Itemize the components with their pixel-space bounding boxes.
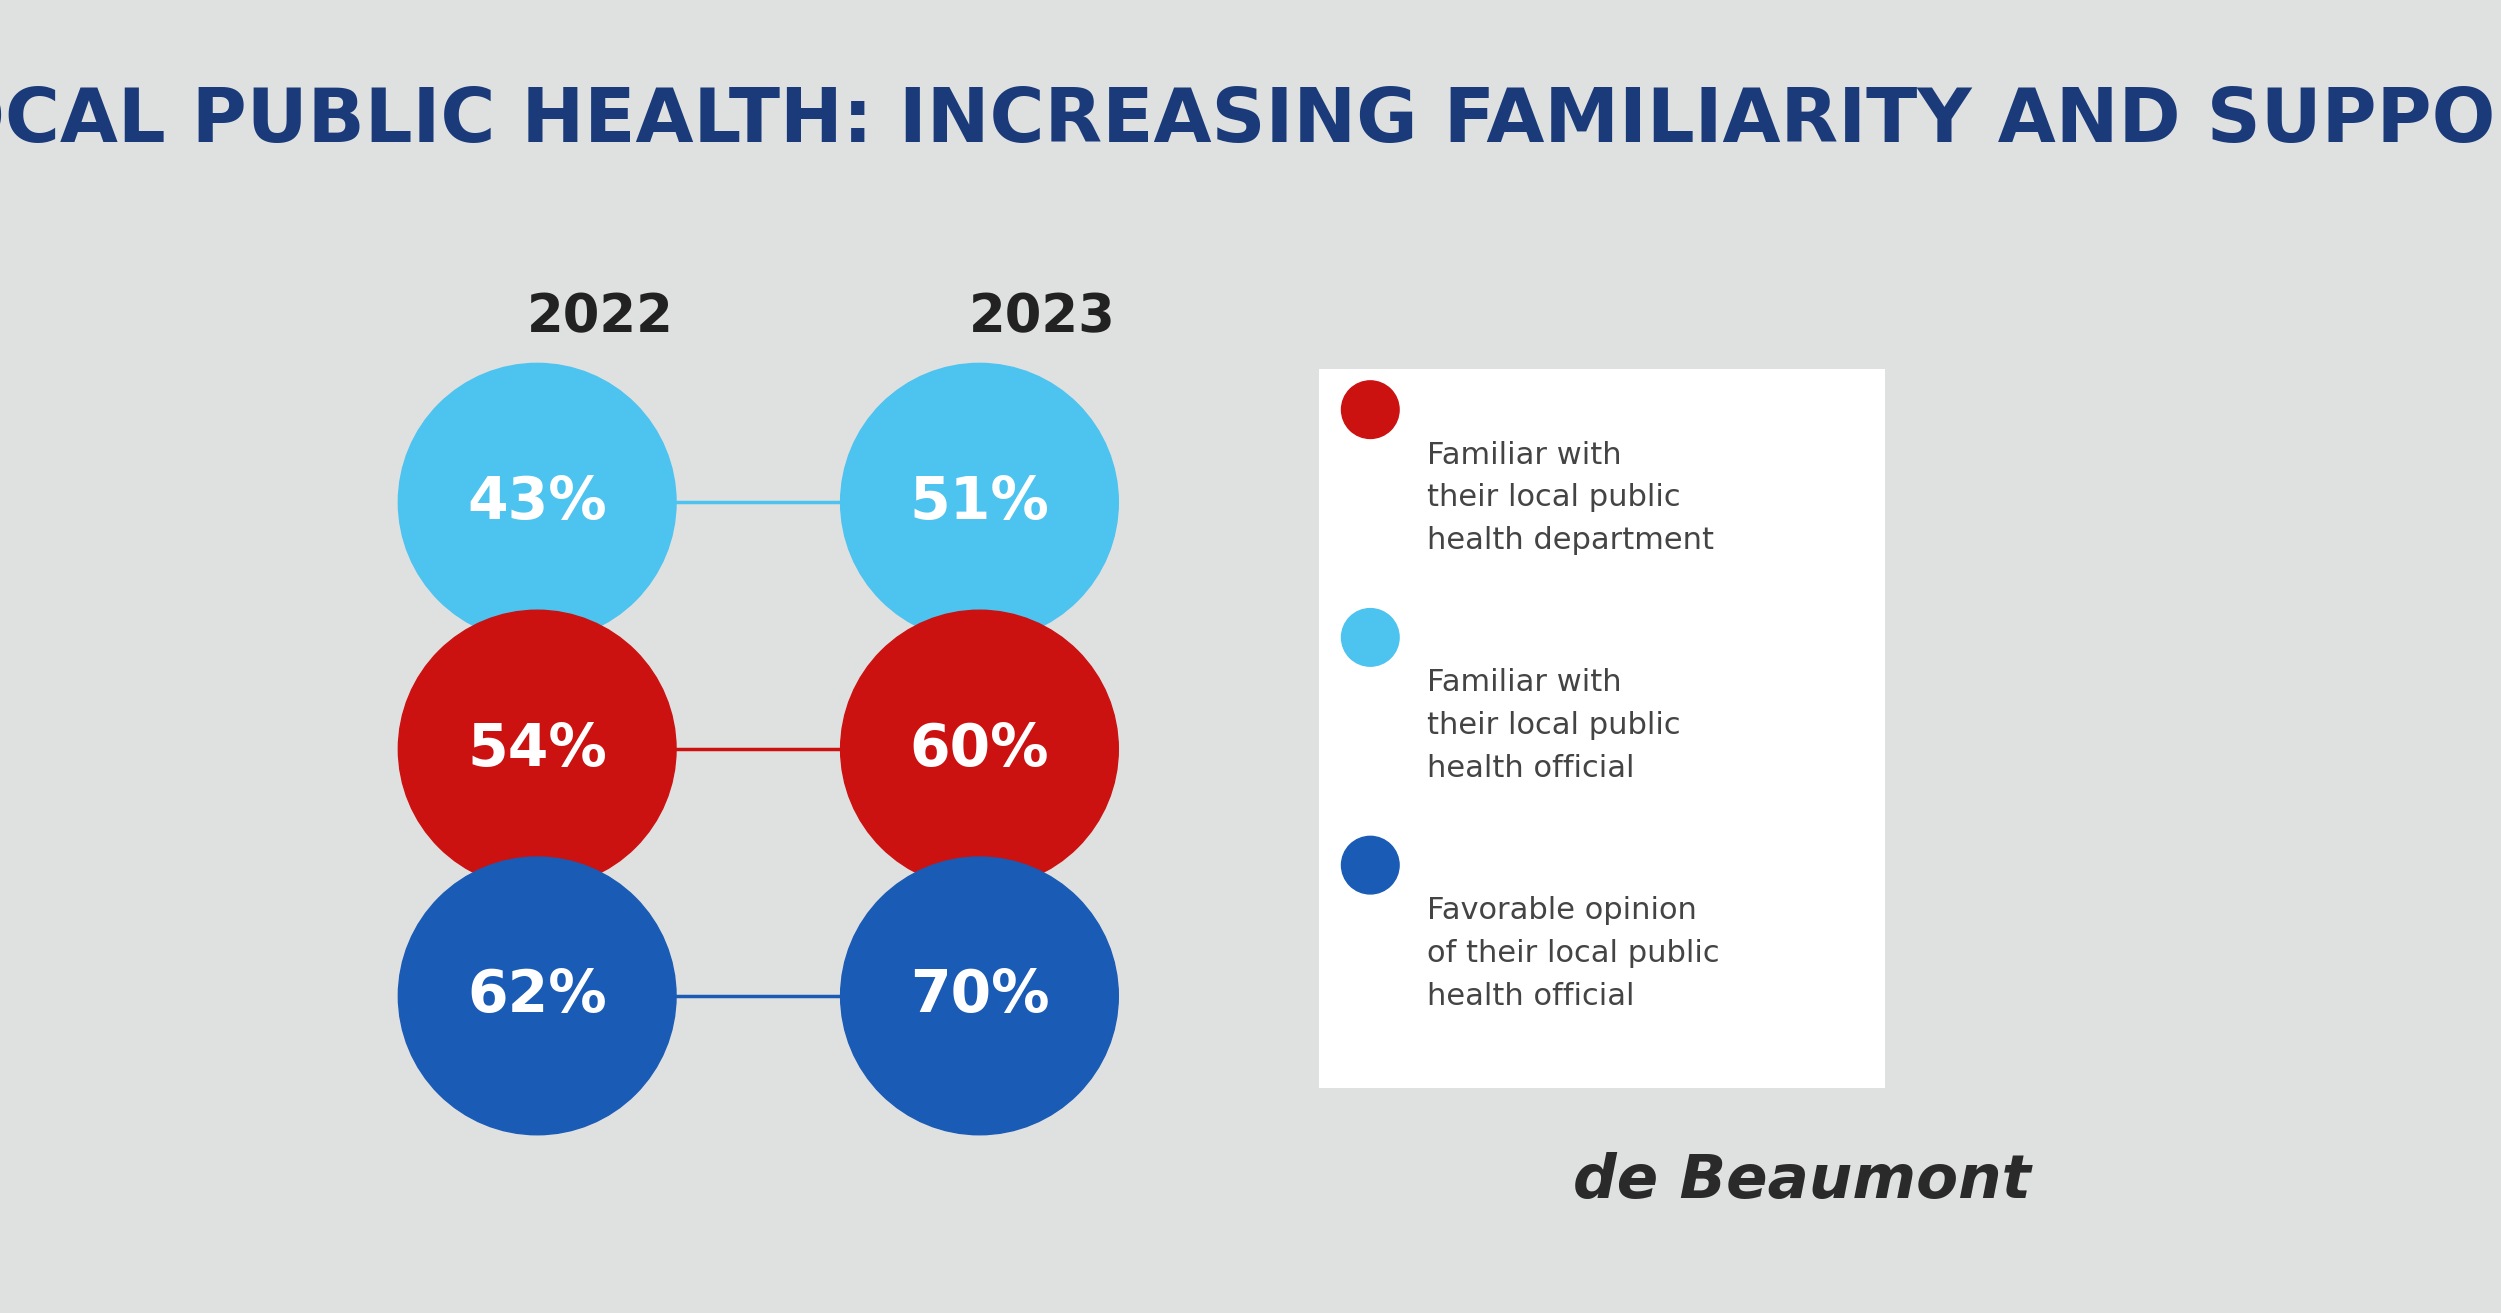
Text: de Beaumont: de Beaumont [1573,1152,2031,1211]
Text: Familiar with
their local public
health department: Familiar with their local public health … [1428,441,1713,555]
Text: Familiar with
their local public
health official: Familiar with their local public health … [1428,668,1681,783]
Circle shape [398,857,675,1134]
Circle shape [398,364,675,641]
Text: 43%: 43% [468,474,608,530]
Text: 70%: 70% [910,968,1050,1024]
Text: LOCAL PUBLIC HEALTH: INCREASING FAMILIARITY AND SUPPORT: LOCAL PUBLIC HEALTH: INCREASING FAMILIAR… [0,85,2501,158]
Circle shape [1341,381,1398,439]
Text: 54%: 54% [468,721,608,777]
Circle shape [1341,836,1398,894]
Text: 2022: 2022 [528,291,673,343]
Circle shape [840,857,1118,1134]
Text: 51%: 51% [910,474,1050,530]
Circle shape [840,611,1118,888]
Circle shape [840,364,1118,641]
Text: Favorable opinion
of their local public
health official: Favorable opinion of their local public … [1428,895,1721,1011]
Circle shape [1341,609,1398,666]
Text: 62%: 62% [468,968,608,1024]
Circle shape [398,611,675,888]
Text: 60%: 60% [910,721,1050,777]
Text: 2023: 2023 [970,291,1115,343]
FancyBboxPatch shape [1318,369,1886,1088]
